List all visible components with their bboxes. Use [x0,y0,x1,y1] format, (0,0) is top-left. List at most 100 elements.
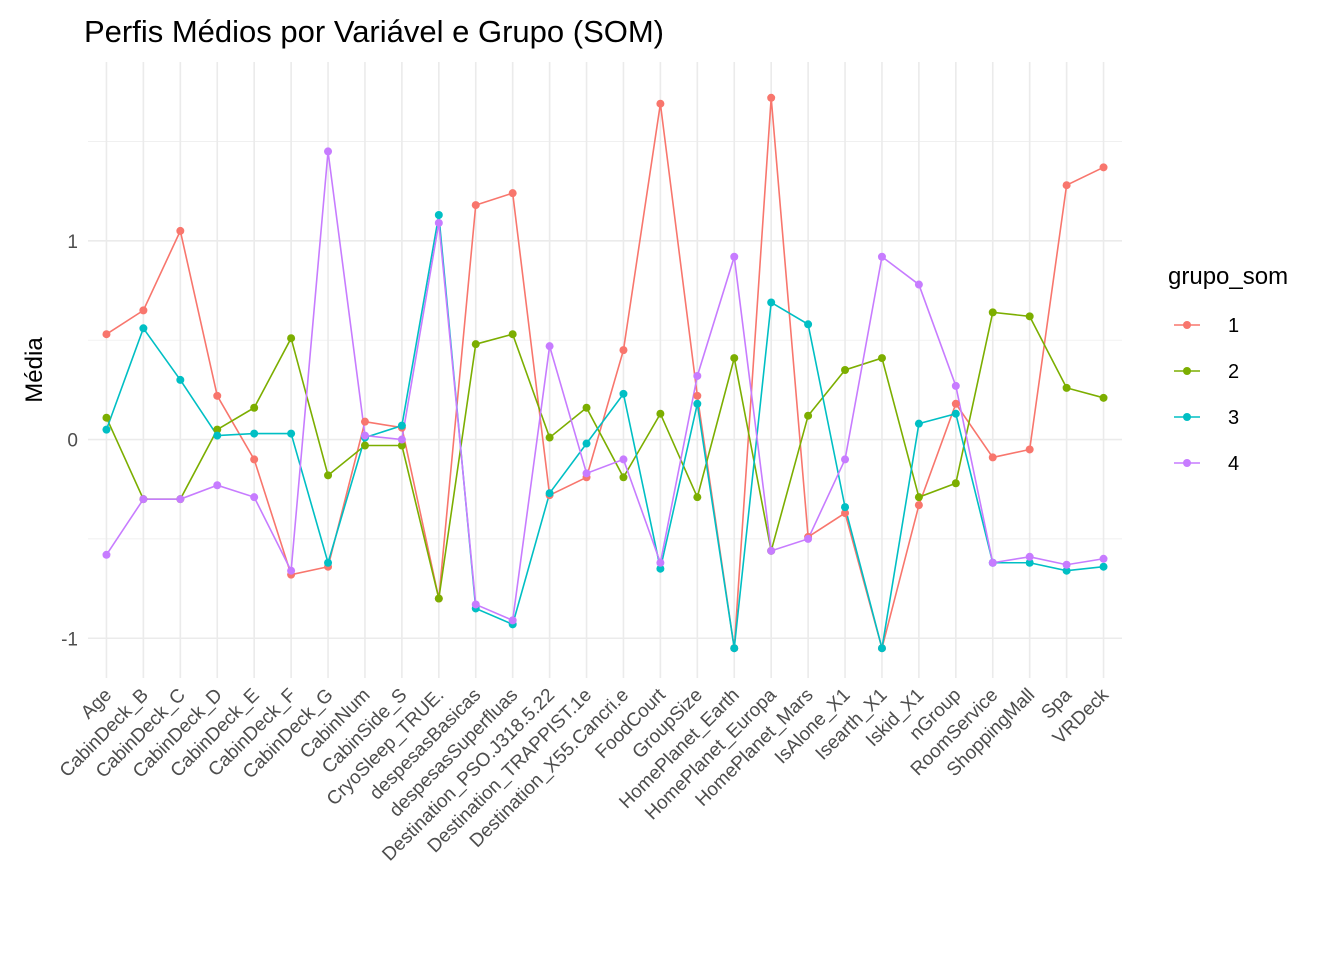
data-point-4 [582,469,591,478]
data-point-3 [730,644,739,653]
data-point-1 [656,99,665,108]
data-point-4 [730,252,739,261]
data-point-2 [471,340,480,349]
data-point-4 [360,431,369,440]
legend-label: 2 [1228,361,1239,383]
data-point-2 [102,413,111,422]
series-lines [105,97,1104,652]
data-point-1 [102,330,111,339]
grid [88,62,1122,678]
data-point-3 [397,421,406,430]
data-point-3 [767,298,776,307]
data-point-3 [213,431,222,440]
y-tick-label: 1 [67,232,78,253]
data-point-2 [434,594,443,603]
data-point-4 [619,455,628,464]
data-point-2 [213,425,222,434]
data-point-1 [250,455,259,464]
legend-key-point-4 [1183,459,1191,467]
data-point-4 [397,435,406,444]
data-point-2 [656,409,665,418]
data-point-2 [545,433,554,442]
data-point-4 [1062,560,1071,569]
data-point-3 [656,564,665,573]
data-point-1 [139,306,148,315]
data-point-1 [508,189,517,198]
chart-title: Perfis Médios por Variável e Grupo (SOM) [84,14,664,49]
data-point-2 [951,479,960,488]
data-point-4 [250,493,259,502]
data-point-2 [250,403,259,412]
data-point-2 [1062,383,1071,392]
data-point-2 [914,493,923,502]
data-point-3 [877,644,886,653]
legend-title: grupo_som [1168,263,1288,290]
data-point-3 [1062,566,1071,575]
data-point-1 [213,391,222,400]
data-point-2 [397,441,406,450]
legend-label: 1 [1228,315,1239,337]
data-point-3 [176,375,185,384]
data-point-4 [693,371,702,380]
x-axis-ticks: AgeCabinDeck_BCabinDeck_CCabinDeck_DCabi… [56,684,1113,865]
data-point-1 [471,201,480,210]
data-point-2 [1099,393,1108,402]
series-points [102,93,1108,653]
data-point-2 [582,403,591,412]
series-line-2 [105,311,1104,599]
data-point-4 [1099,554,1108,563]
data-point-2 [730,354,739,363]
data-point-1 [693,391,702,400]
data-point-3 [951,409,960,418]
data-point-2 [804,411,813,420]
data-point-4 [508,616,517,625]
data-point-3 [139,324,148,333]
legend-label: 4 [1228,453,1239,475]
data-point-1 [1099,163,1108,172]
data-point-3 [324,558,333,567]
data-point-4 [1025,552,1034,561]
data-point-2 [841,366,850,374]
data-point-2 [324,471,333,480]
data-point-4 [804,534,813,543]
data-point-4 [841,455,850,464]
data-point-1 [988,453,997,462]
legend: grupo_som 1 2 3 4 [1168,263,1288,475]
data-point-2 [693,493,702,502]
data-point-2 [287,334,296,343]
data-point-3 [582,439,591,448]
y-tick-label: -1 [61,629,78,650]
series-line-4 [105,151,1104,622]
data-point-1 [841,509,850,518]
data-point-3 [693,399,702,408]
data-point-4 [213,481,222,490]
data-point-2 [360,441,369,450]
data-point-3 [841,503,850,512]
data-point-4 [102,550,111,559]
legend-key-point-2 [1183,367,1191,375]
data-point-1 [619,346,628,355]
data-point-4 [434,218,443,227]
data-point-2 [988,308,997,317]
data-point-4 [287,566,296,575]
data-point-1 [176,226,185,235]
data-point-1 [360,417,369,426]
data-point-3 [804,320,813,329]
data-point-4 [176,495,185,504]
legend-key-point-1 [1183,321,1191,329]
data-point-3 [434,211,443,220]
data-point-3 [545,489,554,498]
data-point-4 [877,252,886,261]
data-point-1 [914,501,923,510]
data-point-3 [250,429,259,438]
y-tick-label: 0 [67,431,78,452]
data-point-1 [1062,181,1071,190]
data-point-3 [1025,558,1034,567]
y-axis-title: Média [21,337,48,403]
data-point-4 [324,147,333,156]
legend-key-point-3 [1183,413,1191,421]
data-point-1 [951,399,960,408]
data-point-4 [988,558,997,567]
series-line-3 [105,214,1104,649]
